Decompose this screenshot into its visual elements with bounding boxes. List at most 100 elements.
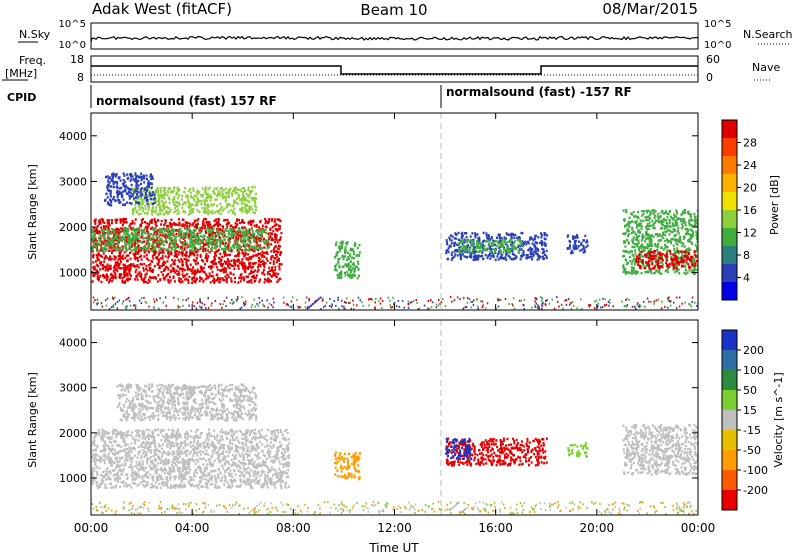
- power-cell: [631, 220, 634, 223]
- power-cell: [161, 262, 164, 265]
- power-cell: [246, 244, 248, 247]
- power-cell: [211, 228, 214, 232]
- power-cell: [94, 272, 97, 275]
- power-cell: [211, 236, 214, 239]
- power-cell: [654, 260, 657, 263]
- power-cell: [238, 245, 241, 249]
- power-floor-cell: [195, 307, 198, 310]
- power-cell: [627, 220, 630, 224]
- power-cell: [685, 232, 687, 236]
- power-cell: [475, 246, 478, 249]
- power-cell: [137, 184, 140, 187]
- power-cell: [241, 209, 243, 212]
- power-cell: [509, 249, 512, 252]
- power-cell: [255, 208, 257, 212]
- power-cell: [154, 233, 157, 236]
- power-cell: [261, 224, 264, 227]
- power-cell: [137, 198, 140, 201]
- power-floor-cell: [306, 307, 308, 310]
- power-cell: [154, 198, 157, 201]
- power-cell: [151, 236, 154, 240]
- power-cell: [639, 266, 642, 269]
- power-cell: [205, 193, 208, 196]
- power-cell: [173, 254, 176, 258]
- power-floor-cell: [270, 303, 273, 306]
- power-cell: [249, 223, 252, 226]
- power-cell: [92, 274, 95, 277]
- power-cell: [644, 271, 647, 274]
- power-cell: [195, 250, 198, 254]
- power-cell: [479, 250, 482, 253]
- freq-panel: Freq. [MHz] 18 8 60 0 Nave: [2, 53, 780, 84]
- power-cell: [641, 210, 644, 213]
- power-cell: [92, 261, 95, 264]
- power-floor-cell: [560, 303, 563, 306]
- power-cell: [215, 244, 218, 248]
- power-cell: [213, 192, 216, 195]
- power-cell: [456, 248, 459, 252]
- power-cell: [148, 242, 151, 245]
- power-cell: [585, 245, 588, 249]
- power-cell: [255, 197, 257, 200]
- power-cell: [104, 275, 107, 278]
- power-cell: [102, 252, 105, 255]
- power-cell: [245, 199, 248, 202]
- power-cell: [684, 209, 686, 212]
- power-cell: [510, 241, 512, 244]
- power-cell: [518, 240, 521, 243]
- power-cell: [243, 238, 246, 242]
- power-floor-cell: [597, 302, 600, 305]
- power-cell: [222, 188, 225, 192]
- power-cell: [683, 271, 686, 275]
- power-cell: [193, 273, 196, 276]
- power-cell: [91, 248, 94, 252]
- power-cell: [119, 220, 122, 223]
- power-floor-cell: [412, 299, 415, 302]
- power-cell: [200, 277, 203, 280]
- power-cell: [110, 204, 113, 207]
- power-cell: [239, 280, 242, 283]
- power-cell: [156, 255, 159, 259]
- power-cell: [216, 276, 219, 279]
- power-cell: [211, 265, 214, 269]
- power-cell: [196, 254, 199, 257]
- power-floor-cell: [678, 305, 681, 308]
- power-cell: [680, 256, 683, 260]
- power-cell: [245, 227, 248, 231]
- power-cell: [224, 270, 227, 273]
- power-cell: [479, 246, 481, 249]
- power-cell: [570, 249, 573, 253]
- power-cell: [669, 252, 672, 255]
- power-cell: [246, 266, 249, 270]
- power-cell: [694, 268, 697, 272]
- power-cell: [192, 187, 195, 190]
- power-cell: [349, 248, 352, 252]
- power-floor-cell: [437, 299, 440, 301]
- power-cell: [202, 280, 205, 283]
- power-cell: [192, 280, 195, 283]
- power-cell: [261, 259, 264, 262]
- power-cell: [133, 230, 136, 233]
- power-cell: [102, 228, 105, 231]
- power-cell: [107, 233, 110, 237]
- power-floor-cell: [565, 299, 568, 301]
- power-cell: [277, 247, 280, 251]
- power-cell: [451, 256, 454, 260]
- power-cell: [121, 248, 124, 251]
- power-cell: [215, 234, 217, 238]
- power-cell: [276, 241, 279, 244]
- power-cell: [684, 251, 687, 255]
- power-cell: [646, 255, 649, 258]
- power-floor-cell: [297, 305, 299, 308]
- power-cell: [114, 247, 117, 250]
- power-cell: [448, 238, 451, 241]
- power-cell: [136, 264, 139, 267]
- power-cell: [274, 227, 277, 231]
- power-floor-cell: [481, 306, 483, 309]
- power-cell: [223, 267, 226, 271]
- power-floor-cell: [473, 299, 475, 302]
- power-cell: [204, 263, 206, 266]
- power-cell: [652, 255, 655, 258]
- power-cell: [150, 259, 153, 263]
- power-cell: [248, 236, 251, 239]
